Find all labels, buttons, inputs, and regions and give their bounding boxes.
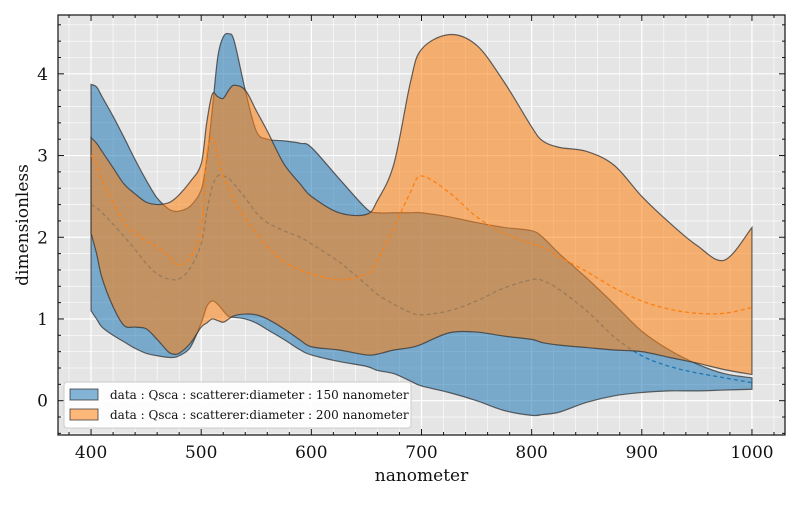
y-tick-label: 3 bbox=[37, 147, 48, 167]
legend-swatch-2 bbox=[69, 408, 99, 421]
x-tick-label: 700 bbox=[405, 443, 437, 463]
axis-ticks: 400 500 600 700 800 900 1000 0 1 2 3 4 bbox=[37, 15, 785, 463]
legend-swatch-1 bbox=[69, 388, 99, 401]
x-tick-label: 500 bbox=[185, 443, 217, 463]
y-tick-label: 4 bbox=[37, 65, 48, 85]
x-tick-label: 900 bbox=[626, 443, 658, 463]
x-tick-label: 1000 bbox=[730, 443, 773, 463]
series-2-band bbox=[90, 33, 753, 376]
legend-box bbox=[63, 381, 412, 429]
y-tick-label: 1 bbox=[37, 310, 48, 330]
x-tick-label: 600 bbox=[295, 443, 327, 463]
y-tick-label: 0 bbox=[37, 392, 48, 412]
x-tick-label: 800 bbox=[515, 443, 547, 463]
y-tick-label: 2 bbox=[37, 228, 48, 248]
series-layer bbox=[90, 32, 753, 417]
y-axis-label: dimensionless bbox=[13, 164, 33, 286]
legend-label-2: data : Qsca : scatterer:diameter : 200 n… bbox=[110, 408, 409, 422]
legend-label-1: data : Qsca : scatterer:diameter : 150 n… bbox=[110, 388, 409, 402]
legend: data : Qsca : scatterer:diameter : 150 n… bbox=[63, 381, 412, 429]
x-tick-label: 400 bbox=[75, 443, 107, 463]
x-axis-label: nanometer bbox=[375, 466, 469, 486]
